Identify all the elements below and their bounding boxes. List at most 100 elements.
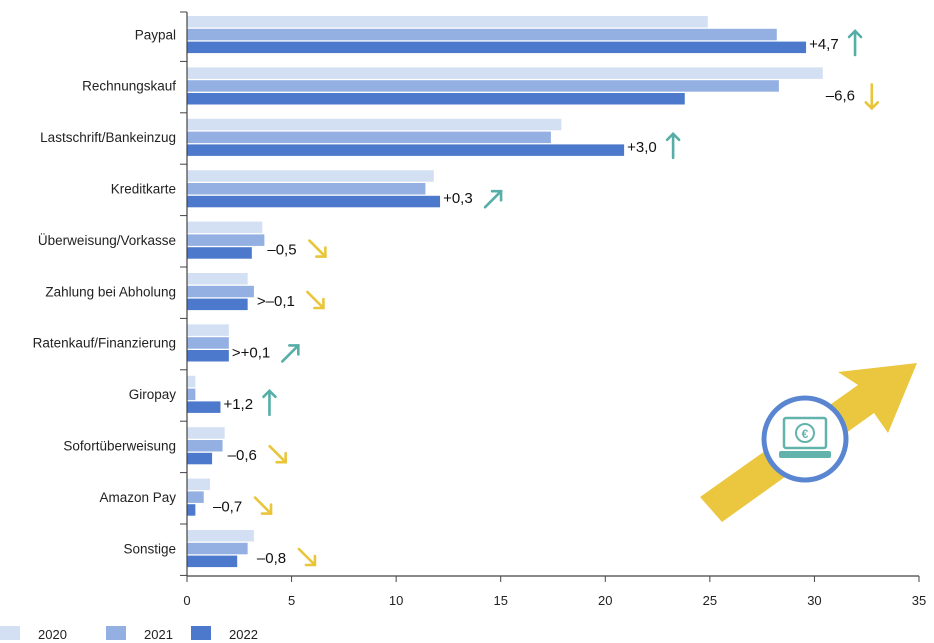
bar-2020-1 (187, 67, 823, 79)
change-label: +3,0 (627, 139, 657, 156)
arrow-shaft (483, 189, 503, 209)
trend-down-arrow-icon (864, 83, 880, 111)
change-label: –0,7 (213, 499, 242, 516)
arrow-head (490, 189, 503, 202)
category-label: Ratenkauf/Finanzierung (33, 336, 176, 351)
bar-2020-0 (187, 16, 708, 28)
bar-2021-10 (187, 542, 248, 555)
bar-2022-5 (187, 298, 248, 311)
bar-2022-7 (187, 401, 221, 413)
category-label: Sofortüberweisung (63, 438, 176, 453)
change-label: +0,3 (443, 190, 473, 207)
bar-2020-3 (187, 170, 434, 182)
change-label: +4,7 (809, 36, 839, 53)
change-annotations: +4,7 –6,6 +3,0 +0,3 –0,5 >–0,1 >+0,1 +1,2 –0,6 –0… (213, 29, 880, 567)
euro-symbol: € (802, 427, 809, 441)
bar-2021-9 (187, 491, 204, 503)
arrow-head (288, 344, 300, 356)
trend-up-arrow-icon (847, 29, 863, 57)
trend-down-arrow-icon (253, 496, 273, 515)
bar-2020-8 (187, 427, 225, 439)
category-label: Amazon Pay (99, 490, 176, 505)
category-label: Sonstige (123, 541, 176, 556)
trend-up-arrow-icon (262, 388, 277, 417)
bar-2020-9 (187, 478, 211, 491)
arrow-head (313, 297, 325, 310)
decoration: € (700, 363, 917, 522)
x-tick-label: 15 (493, 593, 507, 608)
trend-down-arrow-icon (308, 239, 327, 258)
category-label: Lastschrift/Bankeinzug (40, 130, 176, 145)
bar-2020-5 (187, 273, 248, 285)
arrow-shaft (308, 239, 327, 258)
x-tick-label: 25 (703, 593, 717, 608)
bar-2022-1 (187, 93, 685, 105)
legend-swatch-2020 (0, 626, 20, 640)
bar-2021-4 (187, 234, 265, 246)
legend-swatch-2021 (106, 626, 126, 640)
bar-2022-3 (187, 195, 441, 208)
legend-label: 2020 (38, 627, 67, 642)
x-tick-label: 35 (912, 593, 926, 608)
x-tick-label: 0 (183, 593, 190, 608)
bar-2021-0 (187, 28, 777, 41)
arrow-head (262, 388, 277, 399)
bar-2020-6 (187, 324, 229, 336)
trend-up-arrow-icon (281, 344, 300, 363)
arrow-shaft (281, 344, 300, 363)
bar-2020-10 (187, 530, 254, 542)
axes-layer: Paypal Rechnungskauf Lastschrift/Bankeinzu… (33, 11, 926, 608)
bar-2020-4 (187, 221, 263, 234)
category-label: Paypal (135, 27, 176, 42)
category-label: Kreditkarte (111, 181, 176, 196)
bar-2021-8 (187, 440, 223, 452)
trend-down-arrow-icon (297, 547, 317, 567)
arrow-shaft (297, 547, 317, 567)
bar-2021-2 (187, 131, 551, 144)
trend-up-arrow-icon (483, 189, 503, 209)
category-label: Rechnungskauf (82, 79, 176, 94)
arrow-head (665, 131, 681, 142)
arrow-shaft (268, 444, 287, 464)
trend-down-arrow-icon (306, 290, 325, 310)
arrow-head (304, 554, 317, 567)
category-label: Giropay (129, 387, 177, 402)
legend-label: 2022 (229, 627, 258, 642)
bar-2021-5 (187, 285, 254, 298)
bars-layer (187, 16, 823, 568)
bar-2022-10 (187, 555, 238, 568)
change-label: +1,2 (223, 396, 253, 413)
arrow-shaft (306, 290, 325, 310)
bar-2021-6 (187, 337, 229, 349)
bar-2022-8 (187, 452, 213, 465)
x-tick-label: 20 (598, 593, 612, 608)
change-label: >–0,1 (257, 293, 295, 310)
arrow-head (275, 451, 287, 464)
arrow-head (315, 246, 327, 258)
change-label: –0,5 (267, 242, 296, 259)
bar-2020-2 (187, 118, 562, 131)
x-tick-label: 5 (288, 593, 295, 608)
bar-2022-4 (187, 247, 252, 259)
arrow-head (260, 503, 273, 515)
bar-2022-0 (187, 41, 807, 54)
trend-up-arrow-icon (665, 131, 681, 160)
bar-2021-3 (187, 183, 426, 195)
bar-2021-1 (187, 80, 779, 92)
bar-2022-6 (187, 350, 229, 362)
bar-2022-2 (187, 144, 625, 156)
change-label: >+0,1 (232, 344, 270, 361)
legend-swatch-2022 (191, 626, 211, 640)
x-tick-label: 30 (807, 593, 821, 608)
category-label: Zahlung bei Abholung (45, 284, 176, 299)
change-label: –0,8 (257, 550, 286, 567)
laptop-euro-icon: € (761, 395, 849, 483)
legend-label: 2021 (144, 627, 173, 642)
bar-2020-7 (187, 375, 196, 388)
change-label: –0,6 (228, 447, 257, 464)
bar-2022-9 (187, 504, 196, 516)
category-label: Überweisung/Vorkasse (38, 233, 176, 248)
legend: 2020 2021 2022 (0, 626, 258, 642)
trend-down-arrow-icon (268, 444, 287, 464)
